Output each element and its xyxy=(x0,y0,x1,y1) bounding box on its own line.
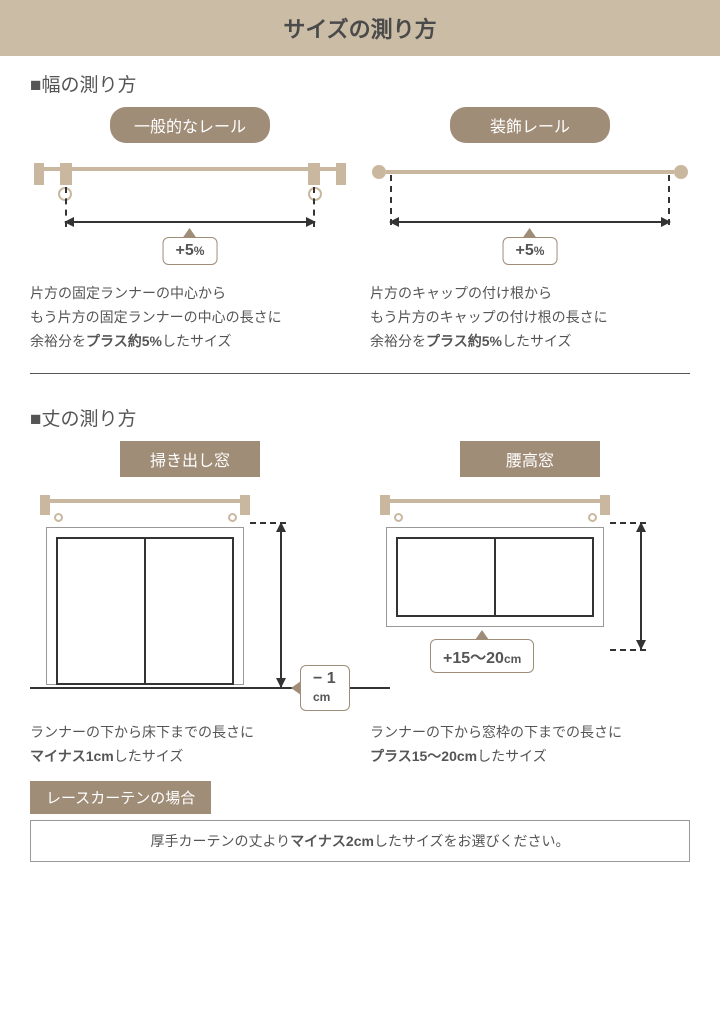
lace-tag: レースカーテンの場合 xyxy=(30,781,211,814)
height-right-col: 腰高窓 +15〜20cm ランナーの下から窓枠の下までの長さにプラス15〜20c… xyxy=(370,441,690,773)
general-rail-diagram: +5% xyxy=(30,155,350,270)
height-section-title: ■丈の測り方 xyxy=(0,390,720,441)
width-left-desc: 片方の固定ランナーの中心からもう片方の固定ランナーの中心の長さに余裕分をプラス約… xyxy=(30,278,350,357)
full-window-diagram: − 1 cm xyxy=(30,489,350,709)
half-window-label: 腰高窓 xyxy=(460,441,600,477)
plus5-callout-right: +5% xyxy=(503,237,558,265)
width-section-title: ■幅の測り方 xyxy=(0,56,720,107)
plus5-callout-left: +5% xyxy=(163,237,218,265)
full-window-label: 掃き出し窓 xyxy=(120,441,260,477)
width-row: 一般的なレール +5% 片方の固定ランナーの中心からもう片方の固定ランナーの中心… xyxy=(0,107,720,357)
half-window-diagram: +15〜20cm xyxy=(370,489,690,709)
lace-note: 厚手カーテンの丈よりマイナス2cmしたサイズをお選びください。 xyxy=(30,820,690,862)
general-rail-label: 一般的なレール xyxy=(110,107,270,143)
height-right-desc: ランナーの下から窓枠の下までの長さにプラス15〜20cmしたサイズ xyxy=(370,717,690,773)
height-row: 掃き出し窓 − 1 cm ランナーの下から床下までの長さにマイナス1cmしたサイ… xyxy=(0,441,720,773)
minus1-callout: − 1 cm xyxy=(300,665,350,711)
height-left-desc: ランナーの下から床下までの長さにマイナス1cmしたサイズ xyxy=(30,717,350,773)
decorative-rail-label: 装飾レール xyxy=(450,107,610,143)
width-right-col: 装飾レール +5% 片方のキャップの付け根からもう片方のキャップの付け根の長さに… xyxy=(370,107,690,357)
plus15-20-callout: +15〜20cm xyxy=(430,639,534,673)
decorative-rail-diagram: +5% xyxy=(370,155,690,270)
width-left-col: 一般的なレール +5% 片方の固定ランナーの中心からもう片方の固定ランナーの中心… xyxy=(30,107,350,357)
width-right-desc: 片方のキャップの付け根からもう片方のキャップの付け根の長さに余裕分をプラス約5%… xyxy=(370,278,690,357)
divider-1 xyxy=(30,373,690,374)
main-title: サイズの測り方 xyxy=(0,0,720,56)
height-left-col: 掃き出し窓 − 1 cm ランナーの下から床下までの長さにマイナス1cmしたサイ… xyxy=(30,441,350,773)
